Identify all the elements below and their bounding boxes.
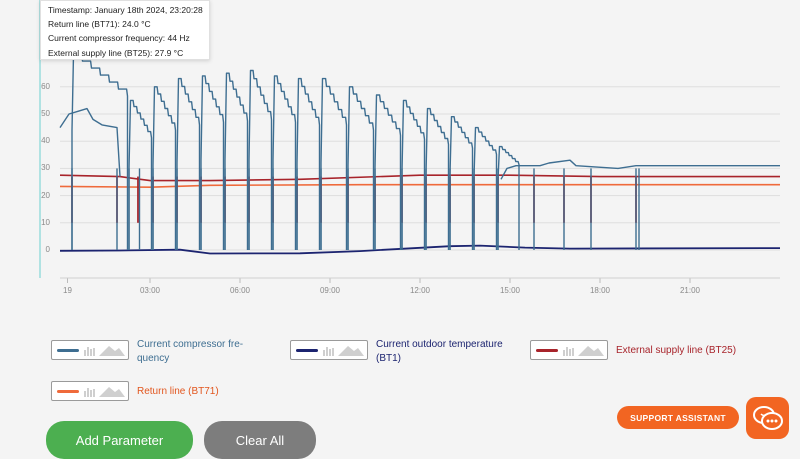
compressor-cycle: [401, 99, 426, 250]
compressor-cycle: [200, 75, 225, 250]
chart-tooltip: Timestamp: January 18th 2024, 23:20:28 R…: [40, 0, 210, 60]
tooltip-supply-line: External supply line (BT25): 27.9 °C: [48, 47, 184, 58]
series-return-line: [59, 183, 780, 188]
compressor-cycle: [128, 99, 153, 250]
compressor-cycle: [497, 145, 520, 250]
legend-swatch[interactable]: [51, 340, 129, 360]
x-tick-label: 21:00: [679, 286, 701, 295]
series-supply-line: [59, 174, 780, 182]
legend-line-swatch: [57, 390, 79, 393]
clear-all-button[interactable]: Clear All: [204, 421, 316, 459]
legend-swatch[interactable]: [290, 340, 368, 360]
legend-item-outdoor-temp[interactable]: Current outdoor temperature (BT1): [290, 339, 511, 366]
x-tick-label: 15:00: [499, 286, 521, 295]
chart-thumbnail-icon: [323, 346, 364, 356]
legend-item-return-line[interactable]: Return line (BT71): [51, 381, 257, 401]
x-tick-label: 19: [63, 286, 72, 295]
x-tick-label: 12:00: [409, 286, 431, 295]
compressor-cycle: [248, 69, 273, 250]
compressor-cycle: [296, 77, 321, 250]
legend-item-supply-line[interactable]: External supply line (BT25): [530, 340, 776, 360]
x-tick-label: 06:00: [229, 286, 251, 295]
chart-thumbnail-icon: [563, 346, 604, 356]
legend-line-swatch: [536, 349, 558, 352]
compressor-cycle: [224, 72, 249, 250]
tooltip-return-line: Return line (BT71): 24.0 °C: [48, 19, 151, 30]
y-tick-label: 50: [41, 109, 50, 118]
line-chart[interactable]: [0, 0, 800, 300]
compressor-cycle: [320, 77, 348, 250]
chart-series: [59, 53, 781, 255]
chart-grid: [60, 86, 780, 283]
support-assistant-button[interactable]: SUPPORT ASSISTANT: [617, 406, 739, 429]
chart-thumbnail-icon: [84, 387, 125, 397]
legend-item-compressor[interactable]: Current compressor fre-quency: [51, 339, 257, 366]
compressor-cycle: [176, 77, 201, 250]
legend-swatch[interactable]: [530, 340, 608, 360]
y-tick-label: 60: [41, 81, 50, 91]
compressor-cycle: [473, 126, 498, 250]
legend-label: Return line (BT71): [137, 386, 219, 397]
y-tick-label: 20: [41, 190, 50, 200]
x-tick-label: 18:00: [589, 286, 611, 295]
legend-swatch[interactable]: [51, 381, 129, 401]
legend-label: External supply line (BT25): [616, 345, 737, 356]
y-tick-label: 0: [45, 245, 50, 254]
y-tick-label: 30: [41, 163, 50, 173]
chat-button[interactable]: [746, 397, 789, 439]
chart-thumbnail-icon: [84, 346, 125, 356]
compressor-cycle: [272, 75, 297, 250]
legend-line-swatch: [296, 349, 318, 352]
add-parameter-button[interactable]: Add Parameter: [46, 421, 193, 459]
chat-bubbles-icon: [753, 406, 783, 430]
x-tick-label: 03:00: [139, 286, 161, 295]
series-outdoor-temp: [59, 244, 781, 255]
y-tick-label: 10: [41, 217, 50, 227]
compressor-cycle: [347, 86, 375, 250]
compressor-cycle: [374, 94, 402, 250]
legend-line-swatch: [57, 349, 79, 352]
compressor-cycle: [152, 86, 177, 250]
y-tick-label: 40: [41, 136, 50, 146]
compressor-cycle: [449, 116, 474, 250]
series-compressor-end: [500, 159, 780, 180]
legend-label: Current compressor fre-quency: [137, 339, 244, 364]
legend-label: Current outdoor temperature (BT1): [376, 339, 503, 364]
tooltip-timestamp: Timestamp: January 18th 2024, 23:20:28: [48, 5, 203, 15]
compressor-cycle: [425, 107, 450, 250]
tooltip-compressor: Current compressor frequency: 44 Hz: [48, 33, 190, 44]
series-compressor-start: [59, 107, 121, 177]
x-tick-label: 09:00: [319, 286, 341, 295]
